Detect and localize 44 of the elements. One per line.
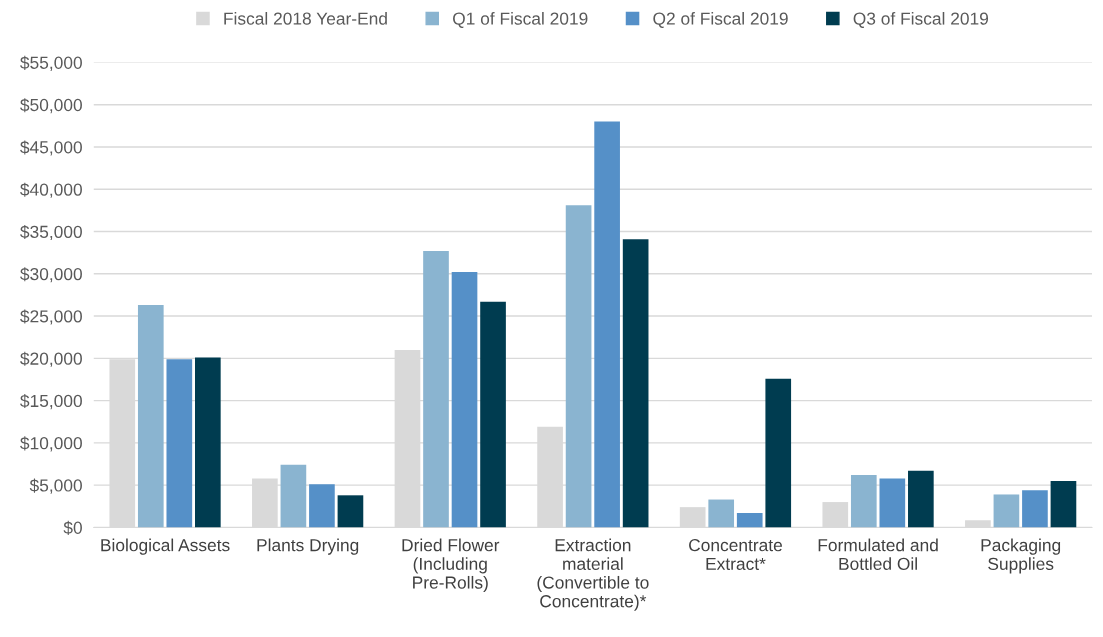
bar xyxy=(993,494,1020,528)
bar xyxy=(451,272,478,528)
bar xyxy=(309,484,335,528)
y-tick-label: $5,000 xyxy=(29,478,82,494)
bar xyxy=(908,470,934,528)
bar xyxy=(1022,490,1048,528)
y-tick-label: $25,000 xyxy=(20,309,82,325)
legend-label: Q2 of Fiscal 2019 xyxy=(653,12,788,28)
legend-label: Q1 of Fiscal 2019 xyxy=(453,12,588,28)
y-tick-label: $40,000 xyxy=(20,182,82,198)
bar xyxy=(195,357,221,528)
x-tick-label: Biological Assets xyxy=(101,538,230,555)
y-tick-label: $20,000 xyxy=(20,351,82,367)
x-tick-label: Plants Drying xyxy=(257,538,359,555)
y-tick-label: $30,000 xyxy=(20,267,82,283)
bar xyxy=(166,359,193,528)
bar xyxy=(736,513,763,528)
legend-label: Q3 of Fiscal 2019 xyxy=(853,12,989,28)
y-tick-label: $35,000 xyxy=(20,224,82,241)
bar xyxy=(879,478,906,528)
bar xyxy=(423,250,449,528)
legend-label: Fiscal 2018 Year-End xyxy=(224,12,387,25)
y-tick-label: $50,000 xyxy=(20,98,82,114)
bar xyxy=(594,121,620,528)
bar xyxy=(1050,480,1077,528)
bar xyxy=(565,205,592,528)
x-tick-label: Concentrate Extract* xyxy=(689,539,782,570)
bar xyxy=(337,495,364,528)
bar xyxy=(622,239,649,528)
x-tick-label: Packaging Supplies xyxy=(981,538,1061,574)
bar xyxy=(280,464,307,528)
bar xyxy=(850,475,877,528)
x-tick-label: Dried Flower (Including Pre-Rolls) xyxy=(402,538,500,593)
bar xyxy=(765,378,792,528)
y-tick-label: $45,000 xyxy=(20,140,82,156)
y-tick-label: $15,000 xyxy=(20,394,82,410)
y-tick-label: $55,000 xyxy=(20,55,82,71)
bar xyxy=(137,305,164,528)
y-tick-label: $0 xyxy=(63,520,82,535)
x-tick-label: Extraction material (Convertible to Concentrate)* xyxy=(537,538,649,611)
bar xyxy=(708,499,735,528)
y-tick-label: $10,000 xyxy=(20,436,82,452)
bar xyxy=(480,301,506,528)
x-tick-label: Formulated and Bottled Oil xyxy=(818,538,938,570)
